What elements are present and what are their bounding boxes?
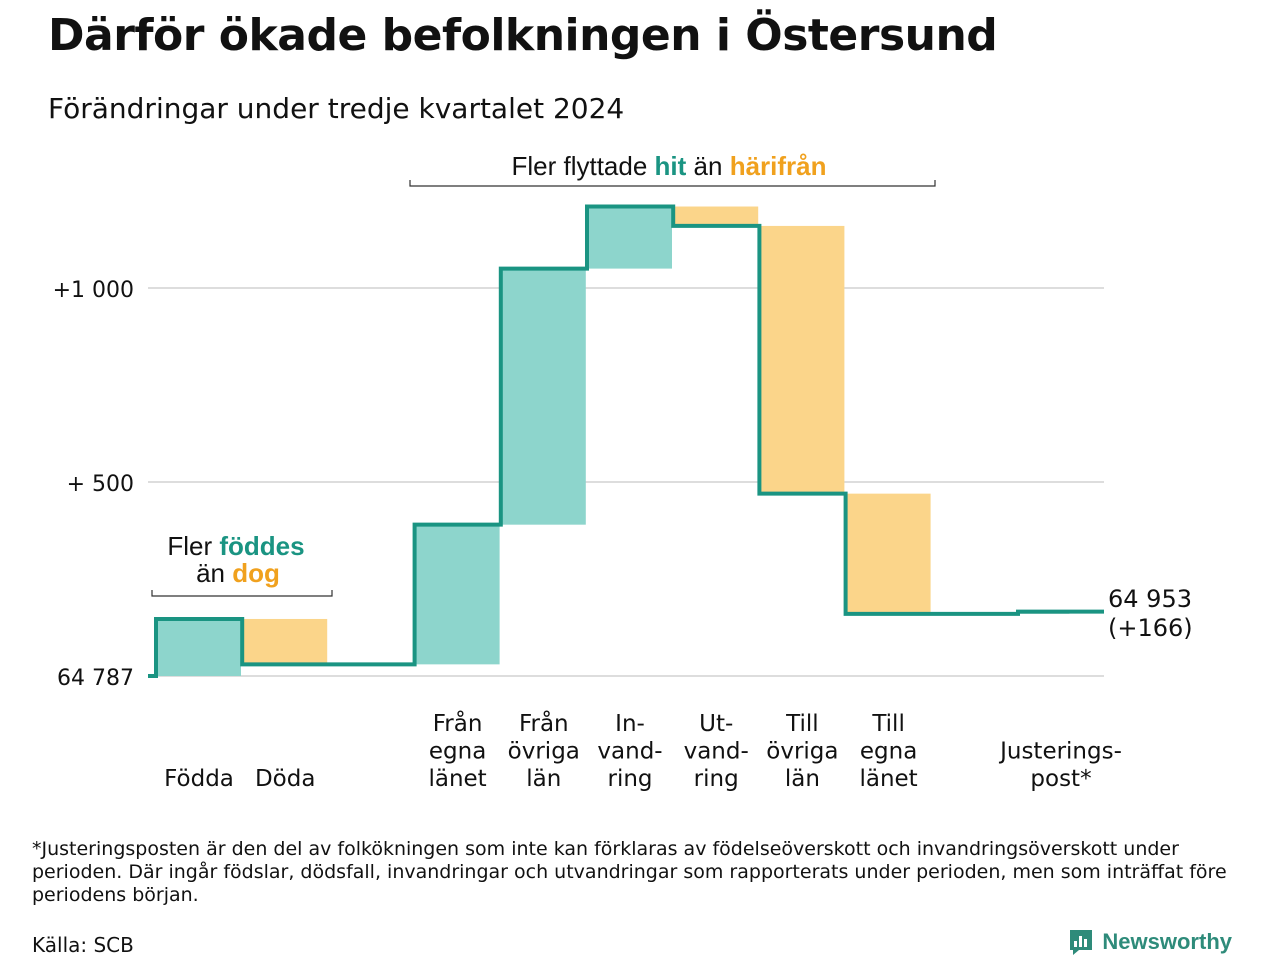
category-label-line: Justerings- [998,739,1122,765]
step-line-group [148,204,1104,678]
category-label-line: Födda [164,766,234,792]
category-label-line: vand- [684,739,749,765]
migration-middle: än [686,151,729,181]
y-tick-labels: 64 787 + 500 +1 000 [53,278,134,691]
category-label-line: övriga [766,739,838,765]
category-label: Till övriga län [766,711,838,792]
births-line2-highlight: dog [232,558,280,588]
category-label-line: vand- [597,739,662,765]
bars [157,206,1070,676]
category-label-line: Till [785,711,819,737]
newsworthy-logo-icon [1070,930,1093,955]
births-line2-prefix: än [196,558,232,588]
svg-text:Fler föddes: Fler föddes [167,531,304,561]
chart-title: Därför ökade befolkningen i Östersund [48,10,998,61]
category-label-line: In- [615,711,645,737]
y-tick-label: + 500 [67,472,134,497]
migration-highlight-in: hit [655,151,687,181]
waterfall-bar [415,524,500,665]
migration-annotation: Fler flyttade hit än härifrån [409,151,936,187]
category-label-line: Från [519,709,569,737]
category-label: Födda [164,766,234,792]
category-label-line: länet [859,766,917,792]
svg-text:Fler flyttade hit än härifrån: Fler flyttade hit än härifrån [511,151,826,181]
step-line [148,204,1104,678]
source-label: Källa: SCB [32,933,134,957]
grid-lines [148,287,1104,677]
waterfall-bar [501,268,586,525]
category-label-line: Döda [255,766,315,792]
svg-text:än dog: än dog [196,558,280,588]
migration-bracket [409,180,936,187]
category-label: Döda [255,766,315,792]
births-annotation: Fler föddes än dog [151,531,333,597]
waterfall-bar [674,206,759,226]
category-label-line: ring [607,766,652,792]
waterfall-bar [846,493,931,614]
category-label: Till egna länet [859,711,917,792]
category-label-line: län [526,766,561,792]
waterfall-bar [157,618,241,676]
waterfall-bar [243,618,328,665]
category-label: In-vand-ring [597,711,662,792]
category-label-line: länet [428,766,486,792]
births-line1-prefix: Fler [167,531,219,561]
category-label: Ut-vand-ring [684,711,749,792]
end-total-label: 64 953 [1108,585,1192,613]
category-label-line: Från [433,709,483,737]
births-line1-highlight: föddes [219,531,304,561]
category-label-line: län [785,766,820,792]
category-label: Från egna länet [428,709,486,792]
y-tick-label: +1 000 [53,278,134,303]
brand-logo: Newsworthy [1068,928,1232,956]
category-label-line: ring [694,766,739,792]
category-label-line: Ut- [699,711,733,737]
waterfall-bar [760,225,845,494]
births-bracket [151,590,333,597]
footnote: *Justeringsposten är den del av folkökni… [32,838,1227,906]
migration-highlight-out: härifrån [730,151,827,181]
category-label-line: egna [860,739,917,765]
category-label-line: övriga [508,739,580,765]
category-label-line: Till [871,711,905,737]
category-label: Justerings-post* [998,739,1122,793]
end-change-label: (+166) [1108,614,1193,642]
category-label-line: post* [1030,766,1091,792]
waterfall-bar [588,206,672,269]
category-label-line: egna [429,739,486,765]
chart-subtitle: Förändringar under tredje kvartalet 2024 [48,92,625,125]
brand-name: Newsworthy [1102,929,1232,954]
migration-prefix: Fler flyttade [511,151,654,181]
category-label: Från övriga län [508,709,580,792]
y-tick-label: 64 787 [57,666,134,691]
